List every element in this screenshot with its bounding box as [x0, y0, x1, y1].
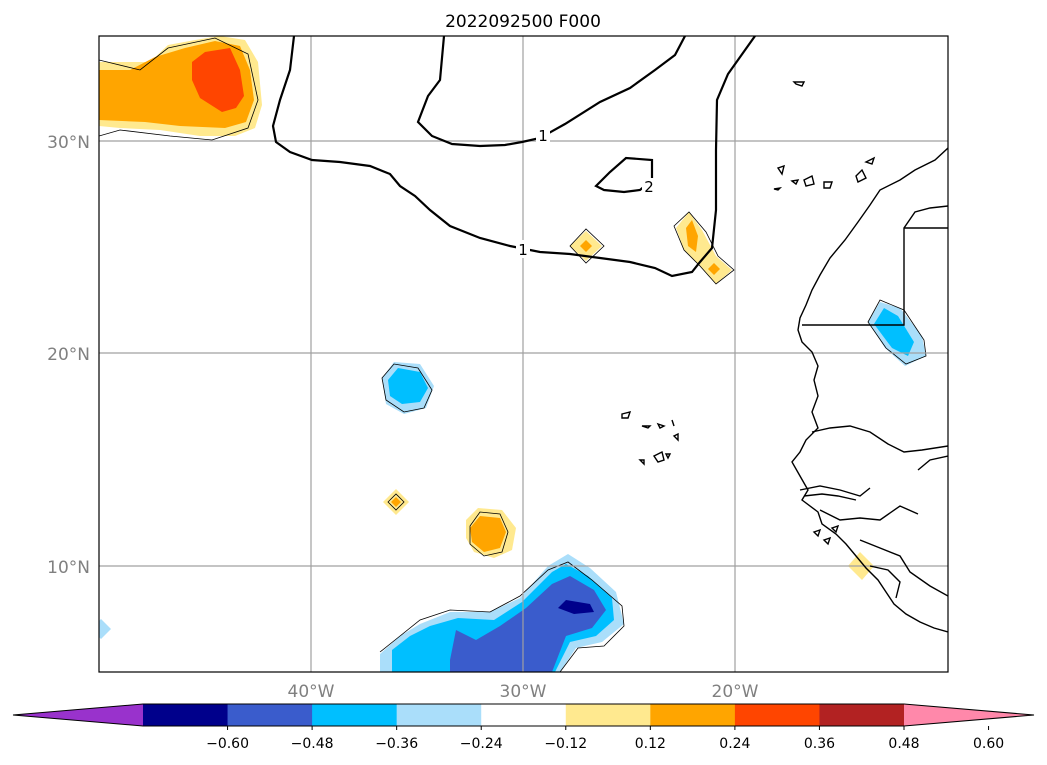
colorbar-tick-label: 0.60	[973, 736, 1004, 752]
colorbar-segment	[481, 704, 567, 726]
colorbar-outline	[12, 703, 1035, 727]
positive-anomaly-northwest-core	[192, 48, 244, 112]
latitude-labels: 30°N 20°N 10°N	[47, 133, 90, 578]
colorbar-segment	[143, 704, 229, 726]
border-gambia	[803, 493, 857, 501]
map-area: 1 1 2	[99, 36, 948, 672]
lat-label-30n: 30°N	[47, 133, 90, 153]
border-guinea-south	[859, 539, 948, 597]
colorbar-segment	[227, 704, 313, 726]
colorbar-tick-label: −0.36	[375, 736, 418, 752]
contour-label-1-upper: 1	[538, 127, 548, 145]
colorbar-extend-low	[13, 704, 143, 726]
lon-label-20w: 20°W	[712, 682, 759, 702]
contour-line-1-east	[416, 36, 686, 148]
colorbar-tick-label: 0.24	[719, 736, 750, 752]
border-sierra-leone	[869, 565, 901, 599]
map-frame	[98, 35, 949, 673]
colorbar-tick-label: 0.48	[888, 736, 919, 752]
colorbar-tick-label: −0.60	[206, 736, 249, 752]
border-mauritania-mali	[811, 425, 948, 453]
contour-line-1-west	[271, 36, 756, 278]
border-senegal-inner	[799, 485, 871, 497]
lat-label-10n: 10°N	[47, 558, 90, 578]
islands	[621, 81, 876, 546]
colorbar-tick-label: 0.12	[635, 736, 666, 752]
contour-label-1-lower: 1	[518, 241, 528, 259]
contour-label-2: 2	[644, 178, 654, 196]
contour-labels: 1 1 2	[516, 126, 656, 259]
map-title: 2022092500 F000	[445, 12, 601, 32]
colorbar-extend-high	[904, 704, 1034, 726]
border-mali	[917, 455, 948, 471]
colorbar-segment	[650, 704, 736, 726]
colorbar: −0.60 −0.48 −0.36 −0.24 −0.12 0.12 0.24 0.36 0.4…	[12, 703, 1035, 752]
colorbar-tick-label: 0.36	[804, 736, 835, 752]
negative-anomaly-south-inner	[450, 576, 606, 672]
lon-label-30w: 30°W	[500, 682, 547, 702]
negative-anomaly-mauritania-core	[874, 308, 914, 356]
colorbar-tick-label: −0.48	[291, 736, 334, 752]
colorbar-tick-label: −0.24	[460, 736, 503, 752]
negative-anomaly-central-core	[388, 368, 428, 404]
positive-anomaly-canary-core	[686, 220, 698, 252]
colorbar-segment	[396, 704, 482, 726]
lon-label-40w: 40°W	[288, 682, 335, 702]
colorbar-segment	[312, 704, 398, 726]
border-guinea	[819, 505, 919, 521]
lat-label-20n: 20°N	[47, 345, 90, 365]
colorbar-segment	[734, 704, 820, 726]
positive-anomaly-south-core	[470, 516, 506, 552]
negative-anomaly-south-core	[558, 600, 594, 614]
positive-anomaly-small-1-core	[580, 240, 592, 252]
negative-anomaly-west-edge	[99, 619, 111, 639]
colorbar-tick-label: −0.12	[544, 736, 587, 752]
longitude-labels: 40°W 30°W 20°W	[288, 682, 759, 702]
colorbar-segment	[565, 704, 651, 726]
africa-coastline	[791, 147, 948, 633]
colorbar-segment	[819, 704, 905, 726]
positive-anomaly-small-2-core	[391, 497, 401, 507]
positive-anomaly-canary-core-2	[708, 263, 720, 275]
coastlines	[791, 147, 948, 633]
shaded-fields	[99, 36, 926, 672]
border-morocco	[802, 205, 948, 326]
